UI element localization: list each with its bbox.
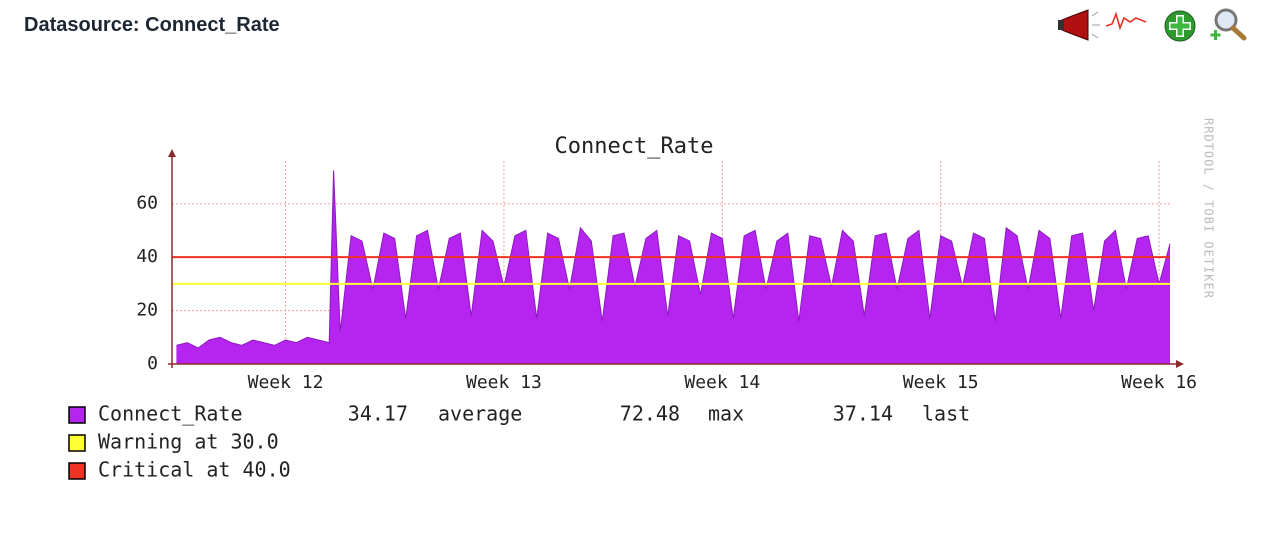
x-tick-label: Week 15 bbox=[903, 372, 979, 393]
y-tick-label: 0 bbox=[147, 353, 158, 374]
stat-label: average bbox=[438, 402, 522, 426]
add-icon[interactable] bbox=[1164, 10, 1196, 42]
y-tick-label: 60 bbox=[136, 193, 158, 214]
stat-value: 37.14 bbox=[833, 402, 893, 426]
graph-icon[interactable] bbox=[1105, 11, 1147, 31]
x-tick-label: Week 13 bbox=[466, 372, 542, 393]
legend-swatch bbox=[68, 462, 86, 480]
chart-title: Connect_Rate bbox=[555, 134, 714, 159]
watermark: RRDTOOL / TOBI OETIKER bbox=[1202, 118, 1216, 299]
zoom-icon[interactable] bbox=[1210, 8, 1247, 41]
alert-icon[interactable] bbox=[1058, 9, 1100, 41]
stat-value: 34.17 bbox=[348, 402, 408, 426]
legend-swatch bbox=[68, 434, 86, 452]
x-axis-arrow bbox=[1176, 360, 1184, 368]
x-tick-label: Week 16 bbox=[1121, 372, 1197, 393]
datasource-title: Datasource: Connect_Rate bbox=[24, 14, 280, 36]
y-tick-label: 20 bbox=[136, 300, 158, 321]
stat-label: last bbox=[922, 402, 970, 426]
stat-label: max bbox=[708, 402, 744, 426]
stat-value: 72.48 bbox=[620, 402, 680, 426]
legend-label: Connect_Rate bbox=[98, 402, 243, 426]
y-tick-label: 40 bbox=[136, 246, 158, 267]
legend-label: Critical at 40.0 bbox=[98, 458, 291, 482]
area-outline bbox=[176, 170, 1171, 349]
y-axis-arrow bbox=[168, 149, 176, 157]
legend-label: Warning at 30.0 bbox=[98, 430, 279, 454]
area-fill bbox=[176, 170, 1170, 364]
x-tick-label: Week 14 bbox=[684, 372, 760, 393]
x-tick-label: Week 12 bbox=[248, 372, 324, 393]
legend-swatch bbox=[68, 406, 86, 424]
